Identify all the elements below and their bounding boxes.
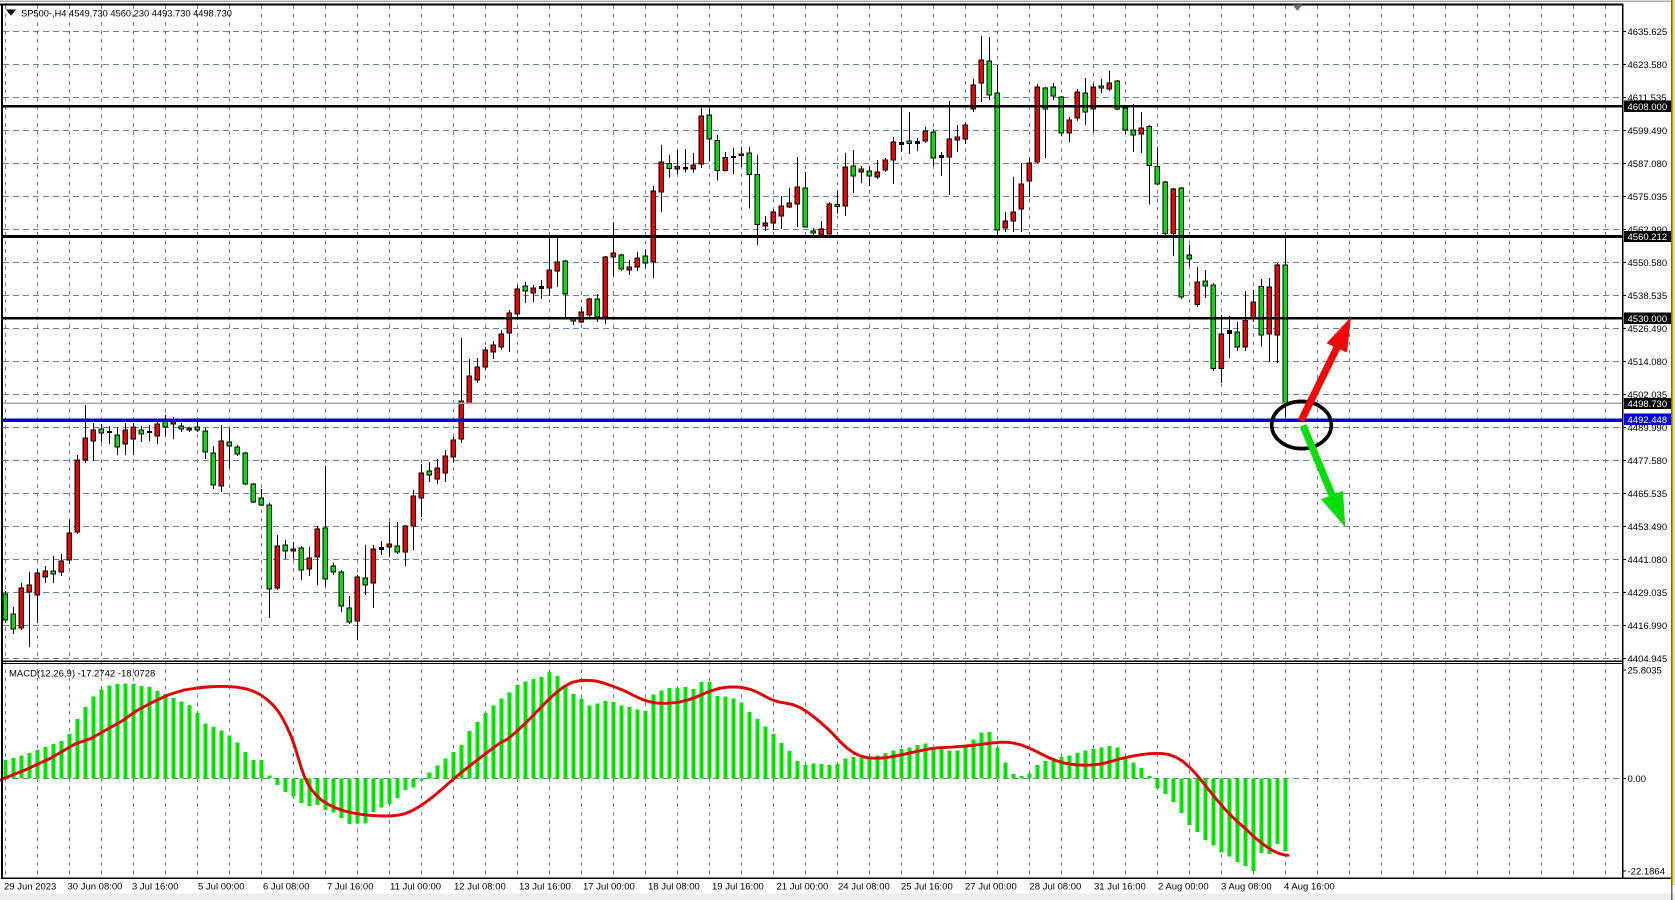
svg-text:4562.990: 4562.990 bbox=[1628, 225, 1668, 236]
svg-text:4635.625: 4635.625 bbox=[1628, 27, 1668, 38]
svg-text:6 Jul 08:00: 6 Jul 08:00 bbox=[263, 882, 309, 893]
svg-text:27 Jul 00:00: 27 Jul 00:00 bbox=[965, 882, 1017, 893]
svg-text:17 Jul 00:00: 17 Jul 00:00 bbox=[583, 882, 635, 893]
svg-text:11 Jul 00:00: 11 Jul 00:00 bbox=[390, 882, 441, 893]
svg-text:29 Jun 2023: 29 Jun 2023 bbox=[4, 882, 56, 893]
svg-text:4560.212: 4560.212 bbox=[1628, 232, 1668, 243]
svg-text:-22.1864: -22.1864 bbox=[1628, 866, 1666, 877]
svg-text:4441.080: 4441.080 bbox=[1628, 555, 1668, 566]
svg-text:3 Jul 16:00: 3 Jul 16:00 bbox=[132, 882, 178, 893]
svg-text:2 Aug 00:00: 2 Aug 00:00 bbox=[1158, 882, 1209, 893]
svg-text:21 Jul 00:00: 21 Jul 00:00 bbox=[777, 882, 829, 893]
svg-text:4550.580: 4550.580 bbox=[1628, 258, 1668, 269]
svg-text:4429.035: 4429.035 bbox=[1628, 588, 1668, 599]
svg-text:31 Jul 16:00: 31 Jul 16:00 bbox=[1094, 882, 1146, 893]
svg-text:4623.580: 4623.580 bbox=[1628, 60, 1668, 71]
svg-text:4526.490: 4526.490 bbox=[1628, 324, 1668, 335]
svg-text:4608.000: 4608.000 bbox=[1628, 102, 1668, 113]
svg-text:3 Aug 08:00: 3 Aug 08:00 bbox=[1221, 882, 1272, 893]
svg-text:4530.000: 4530.000 bbox=[1628, 314, 1668, 325]
svg-text:7 Jul 16:00: 7 Jul 16:00 bbox=[327, 882, 373, 893]
svg-text:4453.490: 4453.490 bbox=[1628, 522, 1668, 533]
svg-text:30 Jun 08:00: 30 Jun 08:00 bbox=[68, 882, 123, 893]
svg-text:12 Jul 08:00: 12 Jul 08:00 bbox=[454, 882, 506, 893]
svg-text:4599.490: 4599.490 bbox=[1628, 126, 1668, 137]
svg-text:4611.535: 4611.535 bbox=[1628, 93, 1667, 104]
svg-text:4514.080: 4514.080 bbox=[1628, 357, 1668, 368]
svg-text:4489.990: 4489.990 bbox=[1628, 423, 1668, 434]
svg-text:4416.990: 4416.990 bbox=[1628, 621, 1668, 632]
svg-text:18 Jul 08:00: 18 Jul 08:00 bbox=[648, 882, 700, 893]
svg-text:SP500-,H4 4549.730 4560.230 44: SP500-,H4 4549.730 4560.230 4493.730 449… bbox=[21, 9, 232, 19]
svg-text:4 Aug 16:00: 4 Aug 16:00 bbox=[1284, 882, 1335, 893]
svg-text:MACD(12,26,9) -17.2742 -18.072: MACD(12,26,9) -17.2742 -18.0728 bbox=[9, 669, 155, 680]
svg-text:4587.080: 4587.080 bbox=[1628, 159, 1668, 170]
svg-text:4465.535: 4465.535 bbox=[1628, 489, 1668, 500]
svg-text:19 Jul 16:00: 19 Jul 16:00 bbox=[712, 882, 764, 893]
svg-text:24 Jul 08:00: 24 Jul 08:00 bbox=[838, 882, 890, 893]
svg-text:0.00: 0.00 bbox=[1628, 774, 1647, 785]
svg-text:4538.535: 4538.535 bbox=[1628, 291, 1668, 302]
svg-text:4498.730: 4498.730 bbox=[1628, 399, 1668, 410]
svg-text:4575.035: 4575.035 bbox=[1628, 192, 1668, 203]
svg-text:4477.580: 4477.580 bbox=[1628, 456, 1668, 467]
svg-text:5 Jul 00:00: 5 Jul 00:00 bbox=[198, 882, 244, 893]
svg-text:4502.035: 4502.035 bbox=[1628, 390, 1668, 401]
svg-text:25 Jul 16:00: 25 Jul 16:00 bbox=[901, 882, 953, 893]
svg-text:28 Jul 08:00: 28 Jul 08:00 bbox=[1030, 882, 1082, 893]
svg-text:25.8035: 25.8035 bbox=[1628, 665, 1662, 676]
svg-text:4492.448: 4492.448 bbox=[1628, 415, 1668, 426]
svg-text:4404.945: 4404.945 bbox=[1628, 654, 1668, 665]
svg-text:13 Jul 16:00: 13 Jul 16:00 bbox=[519, 882, 571, 893]
